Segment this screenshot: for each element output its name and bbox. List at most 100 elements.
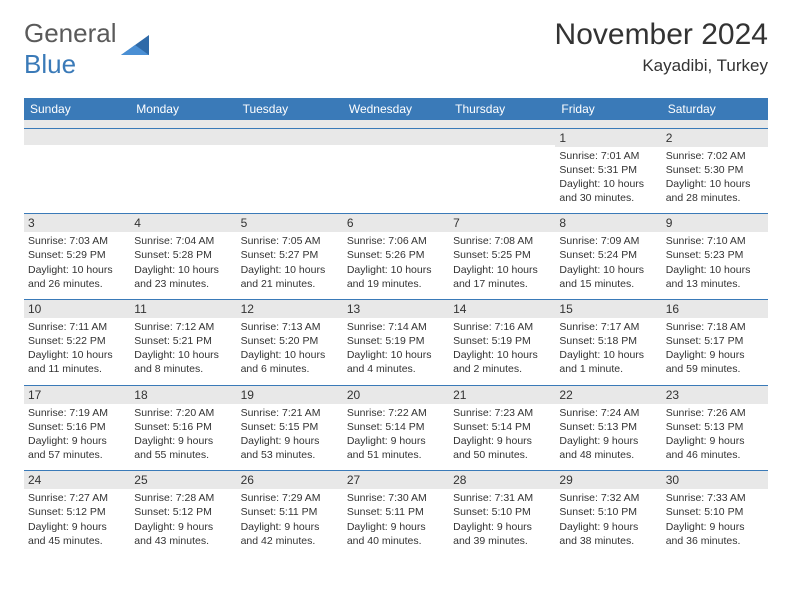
day-details: Sunrise: 7:23 AMSunset: 5:14 PMDaylight:… bbox=[453, 406, 551, 463]
calendar-cell: 9 Sunrise: 7:10 AMSunset: 5:23 PMDaylight… bbox=[662, 214, 768, 300]
calendar-cell: 24Sunrise: 7:27 AMSunset: 5:12 PMDayligh… bbox=[24, 471, 130, 556]
calendar-cell: 19 Sunrise: 7:21 AMSunset: 5:15 PMDayligh… bbox=[237, 385, 343, 471]
day-number: 8 bbox=[555, 214, 661, 232]
day-number: 10 bbox=[24, 300, 130, 318]
day-details: Sunrise: 7:21 AMSunset: 5:15 PMDaylight:… bbox=[241, 406, 339, 463]
day-details: Sunrise: 7:10 AMSunset: 5:23 PMDaylight:… bbox=[666, 234, 764, 291]
calendar-cell bbox=[237, 128, 343, 214]
day-details: Sunrise: 7:13 AMSunset: 5:20 PMDaylight:… bbox=[241, 320, 339, 377]
day-details: Sunrise: 7:29 AMSunset: 5:11 PMDaylight:… bbox=[241, 491, 339, 548]
day-number: 24 bbox=[24, 471, 130, 489]
calendar-cell: 30Sunrise: 7:33 AMSunset: 5:10 PMDayligh… bbox=[662, 471, 768, 556]
calendar-cell: 15Sunrise: 7:17 AMSunset: 5:18 PMDayligh… bbox=[555, 299, 661, 385]
day-details: Sunrise: 7:02 AMSunset: 5:30 PMDaylight:… bbox=[666, 149, 764, 206]
day-details: Sunrise: 7:05 AMSunset: 5:27 PMDaylight:… bbox=[241, 234, 339, 291]
day-details: Sunrise: 7:01 AMSunset: 5:31 PMDaylight:… bbox=[559, 149, 657, 206]
day-header: Sunday bbox=[24, 98, 130, 120]
calendar-cell bbox=[449, 128, 555, 214]
calendar-cell: 5 Sunrise: 7:05 AMSunset: 5:27 PMDaylight… bbox=[237, 214, 343, 300]
day-number: 6 bbox=[343, 214, 449, 232]
day-header: Tuesday bbox=[237, 98, 343, 120]
brand-logo: General Blue bbox=[24, 18, 155, 80]
calendar-cell: 1 Sunrise: 7:01 AMSunset: 5:31 PMDaylight… bbox=[555, 128, 661, 214]
day-details: Sunrise: 7:12 AMSunset: 5:21 PMDaylight:… bbox=[134, 320, 232, 377]
day-details: Sunrise: 7:26 AMSunset: 5:13 PMDaylight:… bbox=[666, 406, 764, 463]
day-details: Sunrise: 7:11 AMSunset: 5:22 PMDaylight:… bbox=[28, 320, 126, 377]
day-number: 30 bbox=[662, 471, 768, 489]
day-details: Sunrise: 7:32 AMSunset: 5:10 PMDaylight:… bbox=[559, 491, 657, 548]
day-details: Sunrise: 7:17 AMSunset: 5:18 PMDaylight:… bbox=[559, 320, 657, 377]
day-number: 26 bbox=[237, 471, 343, 489]
day-number: 12 bbox=[237, 300, 343, 318]
day-number: 28 bbox=[449, 471, 555, 489]
calendar-cell: 28 Sunrise: 7:31 AMSunset: 5:10 PMDayligh… bbox=[449, 471, 555, 556]
day-number: 18 bbox=[130, 386, 236, 404]
day-number: 17 bbox=[24, 386, 130, 404]
calendar-table: SundayMondayTuesdayWednesdayThursdayFrid… bbox=[24, 98, 768, 556]
calendar-cell: 6 Sunrise: 7:06 AMSunset: 5:26 PMDaylight… bbox=[343, 214, 449, 300]
day-number: 25 bbox=[130, 471, 236, 489]
day-header: Thursday bbox=[449, 98, 555, 120]
day-details: Sunrise: 7:28 AMSunset: 5:12 PMDaylight:… bbox=[134, 491, 232, 548]
day-number: 27 bbox=[343, 471, 449, 489]
day-number: 1 bbox=[555, 129, 661, 147]
calendar-cell: 18 Sunrise: 7:20 AMSunset: 5:16 PMDayligh… bbox=[130, 385, 236, 471]
day-number: 29 bbox=[555, 471, 661, 489]
month-title: November 2024 bbox=[555, 18, 768, 52]
calendar-cell: 3 Sunrise: 7:03 AMSunset: 5:29 PMDaylight… bbox=[24, 214, 130, 300]
day-details: Sunrise: 7:08 AMSunset: 5:25 PMDaylight:… bbox=[453, 234, 551, 291]
day-details: Sunrise: 7:06 AMSunset: 5:26 PMDaylight:… bbox=[347, 234, 445, 291]
day-number: 11 bbox=[130, 300, 236, 318]
day-number: 5 bbox=[237, 214, 343, 232]
calendar-cell: 21 Sunrise: 7:23 AMSunset: 5:14 PMDayligh… bbox=[449, 385, 555, 471]
calendar-cell: 25 Sunrise: 7:28 AMSunset: 5:12 PMDayligh… bbox=[130, 471, 236, 556]
calendar-cell: 2 Sunrise: 7:02 AMSunset: 5:30 PMDaylight… bbox=[662, 128, 768, 214]
day-details: Sunrise: 7:09 AMSunset: 5:24 PMDaylight:… bbox=[559, 234, 657, 291]
day-number: 9 bbox=[662, 214, 768, 232]
day-number: 19 bbox=[237, 386, 343, 404]
day-header: Monday bbox=[130, 98, 236, 120]
day-number: 20 bbox=[343, 386, 449, 404]
calendar-cell: 10 Sunrise: 7:11 AMSunset: 5:22 PMDayligh… bbox=[24, 299, 130, 385]
calendar-cell bbox=[343, 128, 449, 214]
day-number: 23 bbox=[662, 386, 768, 404]
calendar-cell: 11 Sunrise: 7:12 AMSunset: 5:21 PMDayligh… bbox=[130, 299, 236, 385]
day-header: Saturday bbox=[662, 98, 768, 120]
day-details: Sunrise: 7:03 AMSunset: 5:29 PMDaylight:… bbox=[28, 234, 126, 291]
day-number: 13 bbox=[343, 300, 449, 318]
calendar-cell: 27 Sunrise: 7:30 AMSunset: 5:11 PMDayligh… bbox=[343, 471, 449, 556]
calendar-cell: 29 Sunrise: 7:32 AMSunset: 5:10 PMDayligh… bbox=[555, 471, 661, 556]
day-details: Sunrise: 7:22 AMSunset: 5:14 PMDaylight:… bbox=[347, 406, 445, 463]
calendar-cell bbox=[130, 128, 236, 214]
day-header: Friday bbox=[555, 98, 661, 120]
calendar-cell: 17Sunrise: 7:19 AMSunset: 5:16 PMDayligh… bbox=[24, 385, 130, 471]
day-details: Sunrise: 7:31 AMSunset: 5:10 PMDaylight:… bbox=[453, 491, 551, 548]
day-details: Sunrise: 7:14 AMSunset: 5:19 PMDaylight:… bbox=[347, 320, 445, 377]
calendar-cell: 23 Sunrise: 7:26 AMSunset: 5:13 PMDayligh… bbox=[662, 385, 768, 471]
day-number: 16 bbox=[662, 300, 768, 318]
calendar-cell: 22 Sunrise: 7:24 AMSunset: 5:13 PMDayligh… bbox=[555, 385, 661, 471]
day-number: 14 bbox=[449, 300, 555, 318]
calendar-cell: 8 Sunrise: 7:09 AMSunset: 5:24 PMDaylight… bbox=[555, 214, 661, 300]
calendar-cell: 7 Sunrise: 7:08 AMSunset: 5:25 PMDaylight… bbox=[449, 214, 555, 300]
location-label: Kayadibi, Turkey bbox=[555, 56, 768, 76]
day-number: 21 bbox=[449, 386, 555, 404]
day-number: 7 bbox=[449, 214, 555, 232]
day-details: Sunrise: 7:16 AMSunset: 5:19 PMDaylight:… bbox=[453, 320, 551, 377]
day-header: Wednesday bbox=[343, 98, 449, 120]
brand-part1: General bbox=[24, 18, 117, 48]
calendar-cell: 16Sunrise: 7:18 AMSunset: 5:17 PMDayligh… bbox=[662, 299, 768, 385]
day-details: Sunrise: 7:30 AMSunset: 5:11 PMDaylight:… bbox=[347, 491, 445, 548]
day-details: Sunrise: 7:20 AMSunset: 5:16 PMDaylight:… bbox=[134, 406, 232, 463]
day-number: 4 bbox=[130, 214, 236, 232]
day-details: Sunrise: 7:24 AMSunset: 5:13 PMDaylight:… bbox=[559, 406, 657, 463]
calendar-cell: 12 Sunrise: 7:13 AMSunset: 5:20 PMDayligh… bbox=[237, 299, 343, 385]
day-number: 22 bbox=[555, 386, 661, 404]
brand-triangle-icon bbox=[121, 33, 155, 66]
day-number: 2 bbox=[662, 129, 768, 147]
day-number: 3 bbox=[24, 214, 130, 232]
brand-part2: Blue bbox=[24, 49, 76, 79]
calendar-cell: 13 Sunrise: 7:14 AMSunset: 5:19 PMDayligh… bbox=[343, 299, 449, 385]
calendar-cell: 14 Sunrise: 7:16 AMSunset: 5:19 PMDayligh… bbox=[449, 299, 555, 385]
calendar-cell: 26 Sunrise: 7:29 AMSunset: 5:11 PMDayligh… bbox=[237, 471, 343, 556]
